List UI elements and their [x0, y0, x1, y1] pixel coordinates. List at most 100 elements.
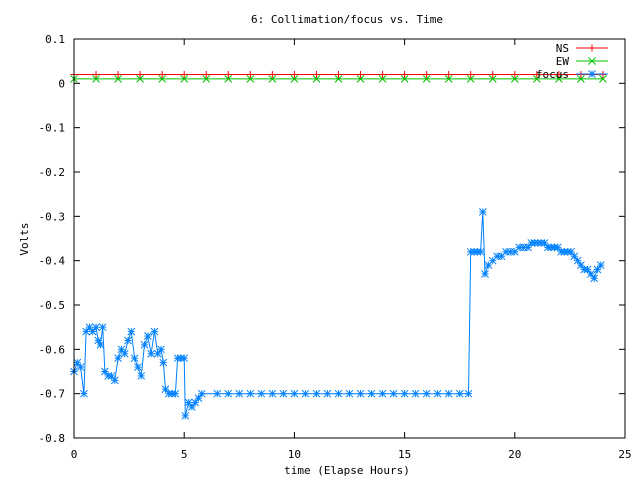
data-point	[136, 75, 144, 83]
data-point	[180, 75, 189, 83]
y-tick-label: 0.1	[45, 33, 65, 46]
plot-area	[70, 70, 607, 420]
data-point	[101, 367, 109, 376]
y-tick-label: 0	[58, 77, 65, 90]
data-point	[246, 389, 255, 398]
data-point	[411, 389, 420, 398]
data-point	[567, 247, 575, 256]
data-point	[147, 349, 155, 358]
data-point	[444, 389, 453, 398]
x-tick-label: 20	[508, 448, 521, 461]
x-tick-label: 0	[71, 448, 78, 461]
plot-frame	[73, 38, 626, 439]
data-point	[401, 70, 409, 78]
data-point	[127, 327, 136, 336]
x-axis-label: time (Elapse Hours)	[284, 464, 410, 477]
data-point	[202, 75, 211, 83]
data-point	[143, 332, 152, 340]
data-point	[181, 411, 190, 420]
data-point	[140, 341, 149, 349]
data-point	[334, 75, 343, 83]
legend-marker	[588, 70, 596, 78]
data-point	[279, 389, 288, 398]
data-point	[422, 389, 431, 398]
chart-title: 6: Collimation/focus vs. Time	[251, 13, 443, 26]
data-point	[596, 261, 605, 269]
data-point	[481, 270, 489, 278]
data-point	[117, 345, 126, 354]
data-point	[180, 354, 189, 363]
data-point	[213, 389, 222, 398]
data-point	[301, 389, 310, 398]
data-point	[290, 70, 298, 78]
data-point	[76, 363, 85, 371]
data-point	[533, 70, 541, 78]
data-point	[157, 345, 165, 354]
data-point	[312, 389, 321, 398]
data-point	[433, 389, 442, 398]
data-point	[577, 75, 585, 83]
data-point	[312, 70, 320, 78]
y-tick-label: -0.8	[39, 432, 66, 445]
data-point	[553, 243, 562, 252]
data-point	[137, 372, 146, 380]
data-point	[246, 75, 255, 83]
x-tick-label: 25	[618, 448, 631, 461]
data-point	[191, 398, 200, 407]
data-point	[510, 75, 519, 83]
data-point	[423, 70, 431, 78]
data-point	[555, 75, 563, 83]
data-point	[268, 70, 276, 78]
data-point	[367, 389, 376, 398]
data-point	[570, 252, 579, 261]
data-point	[82, 327, 90, 336]
data-point	[235, 389, 244, 398]
data-point	[378, 389, 387, 398]
data-point	[96, 341, 105, 349]
data-point	[134, 363, 142, 371]
y-tick-label: -0.1	[39, 122, 66, 135]
data-point	[586, 270, 595, 278]
data-point	[389, 389, 398, 398]
data-point	[583, 265, 592, 274]
data-point	[124, 336, 132, 345]
data-point	[464, 389, 473, 398]
data-point	[120, 349, 129, 358]
y-tick-label: -0.2	[39, 166, 66, 179]
data-point	[593, 265, 602, 274]
data-point	[455, 389, 464, 398]
data-point	[171, 389, 180, 398]
data-point	[400, 389, 409, 398]
data-point	[573, 256, 582, 265]
data-point	[153, 349, 162, 358]
data-point	[110, 376, 119, 385]
data-point	[98, 323, 107, 332]
data-point	[356, 75, 365, 83]
data-point	[158, 75, 167, 83]
data-point	[478, 208, 487, 216]
y-tick-label: -0.4	[39, 255, 66, 268]
data-point	[197, 389, 206, 398]
series-ew	[70, 75, 607, 83]
legend-label: EW	[556, 55, 570, 68]
data-point	[92, 323, 100, 332]
data-point	[599, 75, 607, 83]
y-tick-label: -0.7	[39, 388, 66, 401]
y-tick-label: -0.6	[39, 343, 66, 356]
data-point	[488, 75, 497, 83]
data-point	[356, 389, 365, 398]
axis-ticks: 0 5 10 15 20 25 0.1 0 -0.1 -0.2 -0.3 -0.4 -0.5 -0.6 -0…	[39, 33, 632, 461]
data-point	[445, 70, 453, 78]
data-point	[158, 70, 166, 78]
data-point	[130, 354, 139, 363]
data-point	[92, 70, 100, 78]
data-point	[444, 75, 453, 83]
data-point	[114, 354, 122, 363]
series-ns	[70, 70, 607, 78]
data-point	[257, 389, 266, 398]
data-point	[150, 327, 159, 336]
legend-label: NS	[556, 42, 569, 55]
data-point	[590, 274, 598, 283]
data-point	[136, 70, 144, 78]
